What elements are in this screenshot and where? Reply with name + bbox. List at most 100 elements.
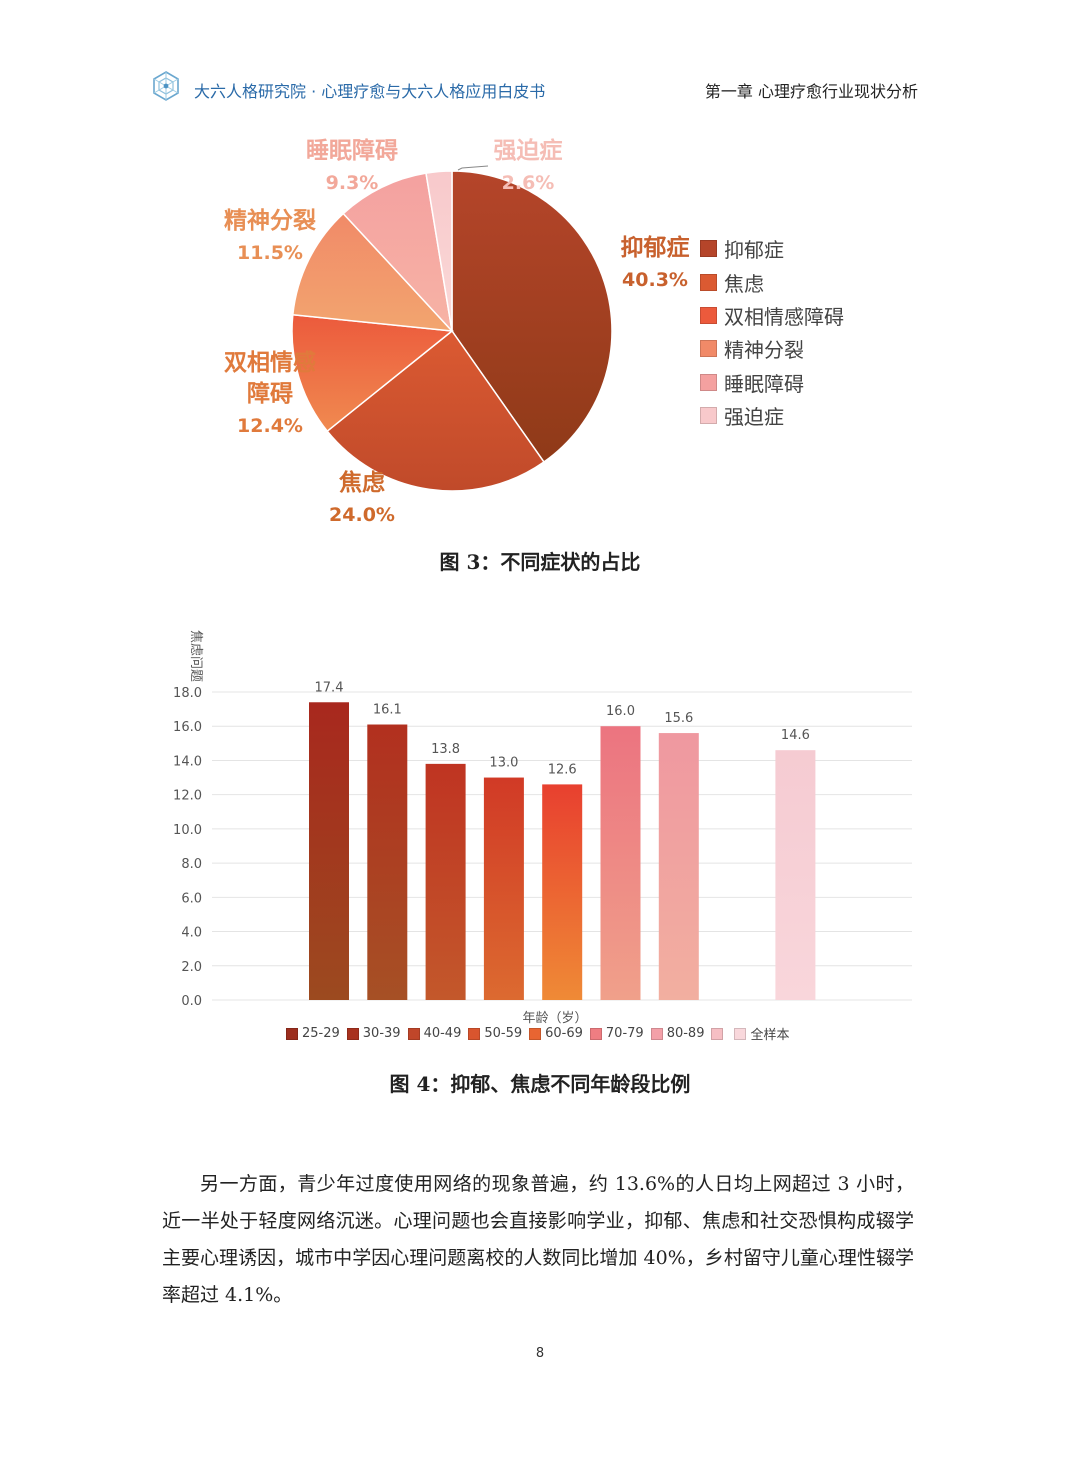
legend-label: 60-69 bbox=[545, 1026, 583, 1041]
bar-40-49 bbox=[425, 763, 466, 1000]
bar-legend-item: 80-89 bbox=[650, 1024, 705, 1043]
y-tick-label: 4.0 bbox=[181, 926, 202, 941]
legend-swatch bbox=[700, 407, 717, 425]
pie-slice-percent: 40.3% bbox=[622, 269, 688, 291]
document-title: 大六人格研究院 · 心理疗愈与大六人格应用白皮书 bbox=[194, 82, 546, 101]
pie-slice-5 bbox=[342, 172, 454, 334]
pie-slice-2 bbox=[326, 329, 545, 492]
hexagon-network-logo-icon bbox=[153, 71, 179, 101]
bar-50-59 bbox=[483, 777, 524, 1000]
pie-legend-item: 睡眠障碍 bbox=[700, 366, 844, 399]
pie-slice-label: 焦虑 bbox=[339, 469, 385, 496]
legend-label: 双相情感障碍 bbox=[724, 304, 844, 329]
legend-label: 70-79 bbox=[605, 1026, 644, 1041]
pie-slice-percent: 11.5% bbox=[237, 242, 303, 264]
legend-label: 40-49 bbox=[423, 1026, 462, 1041]
pie-legend-item: 双相情感障碍 bbox=[700, 299, 844, 332]
legend-label: 25-29 bbox=[302, 1026, 340, 1041]
bar-legend-item: 60-69 bbox=[529, 1024, 583, 1043]
y-tick-label: 12.0 bbox=[173, 789, 202, 804]
y-tick-label: 10.0 bbox=[173, 823, 202, 838]
page-header: 大六人格研究院 · 心理疗愈与大六人格应用白皮书 第一章 心理疗愈行业现状分析 bbox=[150, 68, 918, 108]
pie-slice-1 bbox=[451, 170, 613, 464]
pie-legend-item: 抑郁症 bbox=[700, 232, 844, 265]
pie-slice-6 bbox=[425, 170, 453, 332]
x-axis-label: 年龄（岁） bbox=[522, 1011, 587, 1026]
y-axis-label: 焦虑问题 bbox=[188, 630, 203, 682]
pie-slice-label: 双相情感 bbox=[224, 349, 316, 376]
pie-slice-3 bbox=[291, 313, 454, 433]
legend-swatch bbox=[346, 1027, 359, 1040]
bar-legend-item: 70-79 bbox=[589, 1024, 644, 1043]
pie-slice-label: 精神分裂 bbox=[224, 207, 316, 234]
pie-legend-item: 焦虑 bbox=[700, 265, 844, 298]
legend-swatch bbox=[700, 373, 717, 391]
page-number: 8 bbox=[535, 1346, 545, 1361]
bar-legend-item bbox=[711, 1024, 727, 1043]
legend-swatch bbox=[407, 1027, 420, 1040]
legend-swatch bbox=[700, 340, 717, 358]
y-tick-label: 16.0 bbox=[173, 720, 202, 735]
pie-slice-percent: 9.3% bbox=[326, 172, 379, 194]
pie-chart-legend: 抑郁症焦虑双相情感障碍 精神分裂睡眠障碍强迫症 bbox=[700, 232, 844, 432]
bar-legend-item: 40-49 bbox=[407, 1024, 462, 1043]
legend-label: 全样本 bbox=[750, 1028, 790, 1043]
bar-30-39 bbox=[367, 724, 408, 1000]
legend-swatch bbox=[711, 1027, 724, 1040]
pie-slice-percent: 24.0% bbox=[329, 504, 395, 526]
pie-slice-label: 抑郁症 bbox=[621, 234, 690, 261]
bar-chart: 0.0 2.0 4.0 6.0 8.0 10.0 12.0 14.0 16.0 18.0 17.4… bbox=[173, 630, 912, 1026]
bar-value-label: 13.8 bbox=[431, 742, 460, 757]
pie-leader-line bbox=[457, 165, 489, 171]
y-tick-label: 2.0 bbox=[181, 960, 202, 975]
legend-label: 睡眠障碍 bbox=[724, 371, 804, 396]
legend-label: 焦虑 bbox=[724, 271, 764, 296]
pie-slice-percent: 12.4% bbox=[237, 415, 303, 437]
legend-label: 80-89 bbox=[666, 1026, 705, 1041]
bar-25-29 bbox=[309, 702, 349, 1000]
y-tick-label: 0.0 bbox=[181, 994, 202, 1009]
legend-swatch bbox=[589, 1027, 602, 1040]
legend-swatch bbox=[700, 240, 717, 258]
bar-80-89 bbox=[658, 733, 699, 1000]
y-tick-label: 14.0 bbox=[173, 754, 202, 769]
bar-value-label: 13.0 bbox=[489, 756, 518, 771]
legend-label: 50-59 bbox=[484, 1026, 523, 1041]
legend-label: 抑郁症 bbox=[724, 238, 784, 263]
bar-value-label: 14.6 bbox=[781, 728, 810, 743]
legend-swatch bbox=[734, 1027, 747, 1040]
bar-legend-item: 50-59 bbox=[468, 1024, 522, 1043]
bar-value-label: 16.1 bbox=[373, 703, 402, 718]
y-tick-label: 18.0 bbox=[173, 686, 202, 701]
bar-chart-caption: 图 4：抑郁、焦虑不同年龄段比例 bbox=[389, 1072, 691, 1096]
bar-value-label: 16.0 bbox=[606, 704, 635, 719]
bar-value-label: 17.4 bbox=[315, 680, 344, 695]
bar-60-69 bbox=[542, 784, 583, 1000]
chapter-title: 第一章 心理疗愈行业现状分析 bbox=[704, 82, 918, 101]
body-paragraph: 另一方面，青少年过度使用网络的现象普遍，约 13.6%的人日均上网超过 3 小时… bbox=[162, 1173, 914, 1306]
pie-chart-caption: 图 3：不同症状的占比 bbox=[439, 550, 641, 574]
bar-全样本 bbox=[775, 750, 816, 1000]
legend-swatch bbox=[700, 273, 717, 291]
legend-label: 30-39 bbox=[362, 1026, 401, 1041]
legend-swatch bbox=[700, 306, 717, 324]
legend-label: 强迫症 bbox=[724, 405, 784, 430]
pie-legend-item: 精神分裂 bbox=[700, 332, 844, 365]
bar-legend-item: 全样本 bbox=[734, 1024, 789, 1043]
pie-slice-label: 睡眠障碍 bbox=[306, 137, 398, 164]
bar-chart-legend: 25-29 30-39 40-49 50-59 60-69 70-79 80-89 全样本 bbox=[286, 1024, 789, 1043]
bar-70-79 bbox=[600, 726, 641, 1000]
legend-swatch bbox=[650, 1027, 663, 1040]
y-tick-label: 6.0 bbox=[181, 891, 202, 906]
pie-legend-item: 强迫症 bbox=[700, 399, 844, 432]
legend-label: 精神分裂 bbox=[724, 338, 804, 363]
pie-slice-label: 强迫症 bbox=[494, 137, 563, 164]
pie-slice-label: 障碍 bbox=[247, 380, 293, 407]
pie-chart: 抑郁症 40.3% 焦虑 24.0% 双相情感障碍 12.4% 精神分裂 11.5% 睡眠障碍 9… bbox=[224, 137, 690, 526]
y-tick-label: 8.0 bbox=[181, 857, 202, 872]
pie-slice-4 bbox=[292, 212, 454, 332]
legend-swatch bbox=[529, 1027, 542, 1040]
bar-legend-item: 30-39 bbox=[346, 1024, 401, 1043]
legend-swatch bbox=[468, 1027, 481, 1040]
bar-legend-item: 25-29 bbox=[286, 1024, 340, 1043]
